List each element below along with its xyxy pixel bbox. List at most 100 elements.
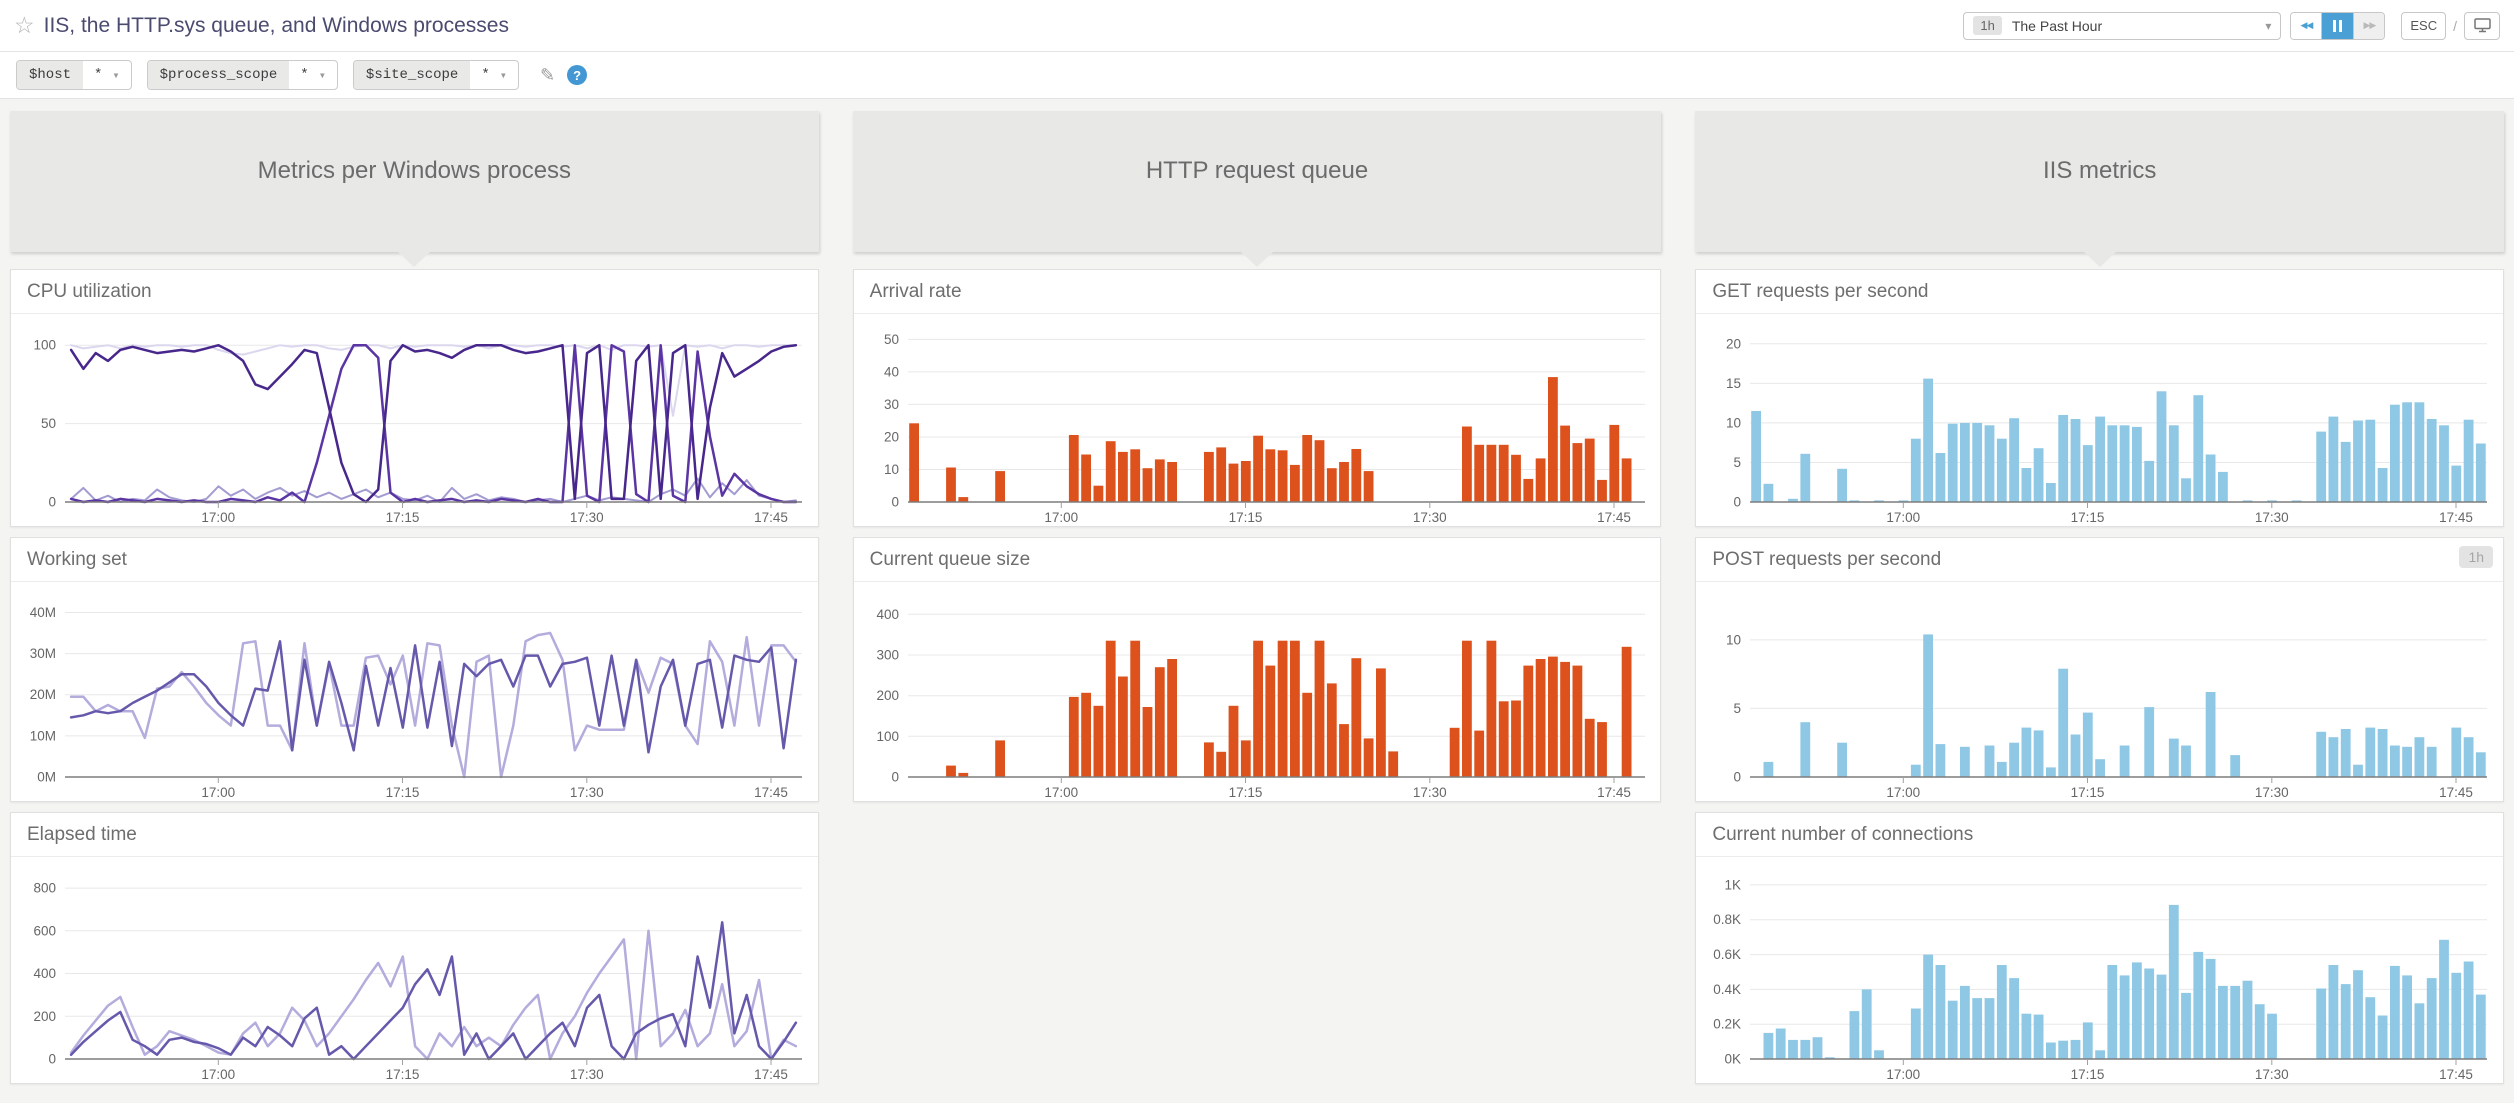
time-range-badge: 1h [1973,16,2002,35]
note-notch [1241,252,1273,267]
svg-text:17:30: 17:30 [2255,785,2289,800]
tv-mode-button[interactable] [2464,11,2500,40]
svg-text:300: 300 [876,648,899,663]
svg-text:10: 10 [884,462,899,477]
note-title: HTTP request queue [1145,157,1369,184]
note-metrics-per-windows-process: Metrics per Windows process [10,111,819,267]
top-bar: ☆ IIS, the HTTP.sys queue, and Windows p… [0,0,2514,52]
svg-text:200: 200 [33,1009,56,1024]
cpu-utilization-chart[interactable]: 0 50 100 17:00 17:15 17:30 17:45 [11,314,818,526]
variable-value: * [94,67,103,83]
chart-card-elapsed-time: Elapsed time 0 200 400 600 800 17:00 17:15 17:3… [10,812,819,1084]
svg-text:10: 10 [1726,415,1741,430]
slash-separator: / [2453,17,2457,34]
svg-text:20: 20 [884,430,899,445]
svg-text:10M: 10M [30,728,56,743]
svg-text:5: 5 [1734,701,1742,716]
svg-text:400: 400 [876,607,899,622]
dashboard-grid: Metrics per Windows process CPU utilizat… [0,99,2514,1094]
svg-text:800: 800 [33,881,56,896]
chart-title: Elapsed time [11,813,818,857]
svg-text:17:45: 17:45 [1597,510,1631,525]
note-http-request-queue: HTTP request queue [852,111,1662,267]
svg-text:17:00: 17:00 [1887,1067,1921,1082]
svg-text:0.4K: 0.4K [1714,982,1742,997]
chart-title: Current queue size [853,538,1661,582]
svg-text:17:15: 17:15 [1228,510,1262,525]
svg-text:0: 0 [48,1052,56,1067]
time-pause-button[interactable] [2322,12,2354,39]
svg-text:0: 0 [1734,495,1742,510]
svg-text:0: 0 [891,495,899,510]
esc-button[interactable]: ESC [2401,11,2447,40]
chevron-down-icon: ▾ [318,68,326,83]
svg-text:5: 5 [1734,455,1742,470]
svg-text:17:45: 17:45 [754,1067,788,1082]
svg-text:17:15: 17:15 [2071,785,2105,800]
variable-name: $host [17,61,84,89]
time-forward-button[interactable]: ▶▶ [2353,12,2385,39]
pause-icon [2333,19,2343,32]
svg-text:17:00: 17:00 [201,785,235,800]
help-icon[interactable]: ? [567,65,588,85]
variable-value: * [300,67,309,83]
working-set-chart[interactable]: 0M 10M 20M 30M 40M 17:00 17:15 17:30 17:45 [11,582,818,801]
chart-card-post-requests: POST requests per second 1h 0 5 10 17:00 17:… [1695,537,2505,802]
svg-text:1K: 1K [1725,877,1742,892]
time-range-label: The Past Hour [2011,17,2103,34]
arrival-rate-chart[interactable]: 0 10 20 30 40 50 17:00 17:15 17:30 17:45 [854,314,1661,526]
svg-text:0M: 0M [37,770,56,785]
current-queue-size-chart[interactable]: 0 100 200 300 400 17:00 17:15 17:30 17:45 [854,582,1661,801]
time-range-selector[interactable]: 1h The Past Hour ▾ [1963,11,2282,40]
svg-text:0.8K: 0.8K [1714,912,1742,927]
current-connections-chart[interactable]: 0K 0.2K 0.4K 0.6K 0.8K 1K 17:00 17:15 17:30 17:45 [1696,857,2503,1083]
svg-text:30M: 30M [30,646,56,661]
elapsed-time-chart[interactable]: 0 200 400 600 800 17:00 17:15 17:30 17:45 [11,857,818,1083]
note-notch [2083,252,2116,267]
svg-text:17:15: 17:15 [1228,785,1262,800]
variable-value: * [481,67,490,83]
variable-process-scope[interactable]: $process_scope * ▾ [146,60,338,90]
svg-text:0: 0 [891,770,899,785]
chart-card-current-queue-size: Current queue size 0 100 200 300 400 17:00 17:… [852,537,1662,802]
rewind-icon: ◀◀ [2300,20,2313,30]
svg-text:17:00: 17:00 [1887,785,1921,800]
svg-text:100: 100 [33,338,56,353]
svg-text:0.2K: 0.2K [1714,1017,1742,1032]
svg-text:40M: 40M [30,605,56,620]
svg-text:17:45: 17:45 [2439,1067,2473,1082]
variable-host[interactable]: $host * ▾ [16,60,132,90]
chevron-down-icon: ▾ [112,68,120,83]
edit-pencil-icon[interactable]: ✎ [539,64,556,85]
chart-title: Arrival rate [853,270,1661,314]
column-iis-metrics: IIS metrics GET requests per second 0 5 10… [1695,111,2505,1094]
get-requests-chart[interactable]: 0 5 10 15 20 17:00 17:15 17:30 17:45 [1696,314,2503,526]
chevron-down-icon: ▾ [2265,18,2272,33]
svg-text:17:30: 17:30 [2255,1067,2289,1082]
post-requests-chart[interactable]: 0 5 10 17:00 17:15 17:30 17:45 [1696,582,2503,801]
note-notch [398,252,431,267]
svg-text:40: 40 [884,364,899,379]
svg-text:17:00: 17:00 [201,1067,235,1082]
svg-text:17:00: 17:00 [1044,785,1078,800]
time-backward-button[interactable]: ◀◀ [2291,12,2323,39]
svg-text:0: 0 [1734,770,1742,785]
favorite-star-icon[interactable]: ☆ [14,12,35,38]
chart-card-arrival-rate: Arrival rate 0 10 20 30 40 50 17:00 17:15 17:30 1… [852,269,1662,527]
timeframe-badge: 1h [2459,546,2494,568]
svg-text:200: 200 [876,688,899,703]
svg-text:17:00: 17:00 [1887,510,1921,525]
svg-text:17:15: 17:15 [2071,1067,2105,1082]
svg-text:0.6K: 0.6K [1714,947,1742,962]
svg-text:17:45: 17:45 [754,510,788,525]
chart-title: Working set [11,538,818,582]
svg-text:17:15: 17:15 [386,785,420,800]
svg-text:17:45: 17:45 [2439,510,2473,525]
svg-text:50: 50 [884,332,899,347]
chart-title: GET requests per second [1696,270,2504,314]
chart-card-working-set: Working set 0M 10M 20M 30M 40M 17:00 17:15 17:3… [10,537,819,802]
svg-text:10: 10 [1726,632,1741,647]
variable-site-scope[interactable]: $site_scope * ▾ [352,60,519,90]
svg-text:17:30: 17:30 [1413,785,1447,800]
svg-text:0K: 0K [1725,1052,1742,1067]
